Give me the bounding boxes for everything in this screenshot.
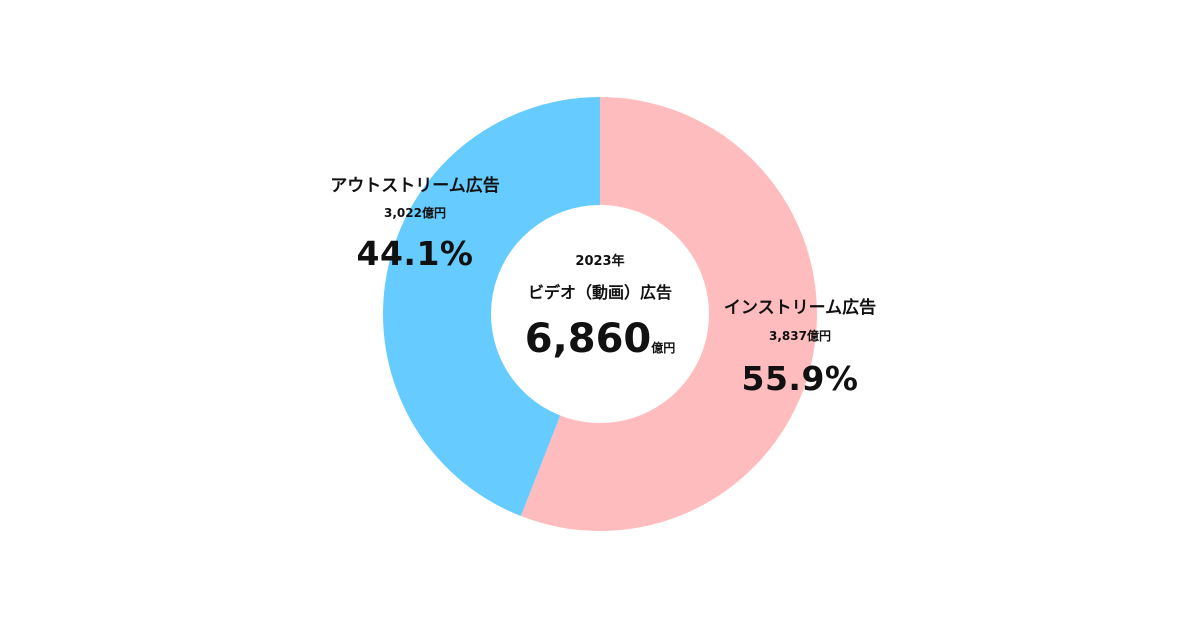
slice-label-outstream: アウトストリーム広告 [330, 176, 500, 196]
center-title: ビデオ（動画）広告 [527, 283, 672, 302]
slice-amount-outstream: 3,022億円 [384, 206, 446, 220]
slice-instream [520, 97, 818, 531]
slice-amount-instream: 3,837億円 [769, 329, 831, 343]
slice-label-instream: インストリーム広告 [723, 298, 877, 318]
slice-percent-outstream: 44.1% [356, 234, 474, 273]
center-total: 6,860 [524, 316, 652, 362]
slice-outstream [383, 97, 600, 517]
center-unit: 億円 [651, 341, 676, 355]
center-year: 2023年 [575, 254, 625, 269]
slice-percent-instream: 55.9% [741, 359, 859, 398]
center-total-group: 6,860億円 [480, 316, 720, 362]
